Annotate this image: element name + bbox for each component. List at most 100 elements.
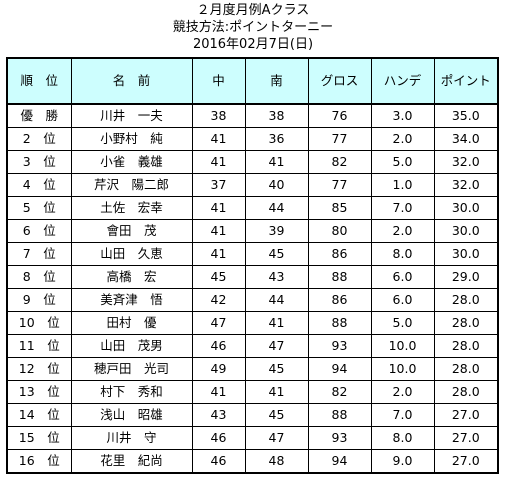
name-cell: 山田 茂男: [70, 334, 193, 358]
name-cell: 山田 久恵: [70, 242, 193, 266]
rank-cell: 8 位: [6, 265, 72, 289]
name-cell: 會田 茂: [70, 219, 193, 243]
table-row: 12 位穂戸田 光司 49 45 94 10.0 28.0: [6, 357, 499, 381]
points-cell: 28.0: [433, 380, 499, 404]
table-row: 8 位高橋 宏 45 43 88 6.0 29.0: [6, 265, 499, 289]
gross-score-cell: 93: [307, 426, 372, 450]
rank-cell: 5 位: [6, 196, 72, 220]
rank-cell: 7 位: [6, 242, 72, 266]
table-row: 13 位村下 秀和 41 41 82 2.0 28.0: [6, 380, 499, 404]
table-row: 11 位山田 茂男 46 47 93 10.0 28.0: [6, 334, 499, 358]
handicap-cell: 2.0: [370, 219, 435, 243]
column-header-naka: 中: [191, 57, 246, 105]
table-row: 15 位川井 守 46 47 93 8.0 27.0: [6, 426, 499, 450]
rank-cell: 2 位: [6, 127, 72, 151]
rank-cell: 12 位: [6, 357, 72, 381]
competition-method: 競技方法:ポイントターニー: [172, 20, 334, 35]
column-header-name: 名 前: [70, 57, 193, 105]
handicap-cell: 8.0: [370, 242, 435, 266]
table-row: 3 位小雀 義雄 41 41 82 5.0 32.0: [6, 150, 499, 174]
gross-score-cell: 76: [307, 103, 372, 128]
naka-score-cell: 46: [191, 426, 246, 450]
column-header-gross: グロス: [307, 57, 372, 105]
rank-cell: 16 位: [6, 449, 72, 474]
name-cell: 川井 守: [70, 426, 193, 450]
gross-score-cell: 88: [307, 265, 372, 289]
handicap-cell: 9.0: [370, 449, 435, 474]
table-row: 10 位田村 優 47 41 88 5.0 28.0: [6, 311, 499, 335]
naka-score-cell: 46: [191, 334, 246, 358]
points-cell: 30.0: [433, 242, 499, 266]
table-row: 7 位山田 久恵 41 45 86 8.0 30.0: [6, 242, 499, 266]
table-header-row: 順 位 名 前 中 南 グロス ハンデ ポイント: [6, 57, 499, 105]
naka-score-cell: 43: [191, 403, 246, 427]
table-row: 4 位芹沢 陽二郎 37 40 77 1.0 32.0: [6, 173, 499, 197]
name-cell: 小野村 純: [70, 127, 193, 151]
minami-score-cell: 47: [244, 334, 309, 358]
handicap-cell: 10.0: [370, 334, 435, 358]
page-title: ２月度月例Aクラス: [196, 3, 310, 18]
table-row: 14 位浅山 昭雄 43 45 88 7.0 27.0: [6, 403, 499, 427]
minami-score-cell: 41: [244, 150, 309, 174]
minami-score-cell: 36: [244, 127, 309, 151]
naka-score-cell: 41: [191, 150, 246, 174]
naka-score-cell: 45: [191, 265, 246, 289]
points-cell: 27.0: [433, 449, 499, 474]
rank-cell: 3 位: [6, 150, 72, 174]
naka-score-cell: 42: [191, 288, 246, 312]
minami-score-cell: 40: [244, 173, 309, 197]
handicap-cell: 5.0: [370, 150, 435, 174]
gross-score-cell: 86: [307, 288, 372, 312]
name-cell: 浅山 昭雄: [70, 403, 193, 427]
minami-score-cell: 38: [244, 103, 309, 128]
points-cell: 27.0: [433, 426, 499, 450]
rank-cell: 4 位: [6, 173, 72, 197]
handicap-cell: 7.0: [370, 403, 435, 427]
event-date: 2016年02月7日(日): [192, 37, 314, 52]
handicap-cell: 6.0: [370, 288, 435, 312]
name-cell: 穂戸田 光司: [70, 357, 193, 381]
column-header-rank: 順 位: [6, 57, 72, 105]
minami-score-cell: 45: [244, 357, 309, 381]
name-cell: 美斉津 悟: [70, 288, 193, 312]
naka-score-cell: 38: [191, 103, 246, 128]
results-table-body: 優 勝川井 一夫 38 38 76 3.0 35.0 2 位小野村 純 41 36 77 2.0 34…: [6, 103, 499, 474]
gross-score-cell: 82: [307, 380, 372, 404]
handicap-cell: 3.0: [370, 103, 435, 128]
column-header-points: ポイント: [433, 57, 499, 105]
document-header: ２月度月例Aクラス 競技方法:ポイントターニー 2016年02月7日(日): [0, 2, 506, 53]
gross-score-cell: 82: [307, 150, 372, 174]
points-cell: 32.0: [433, 150, 499, 174]
name-cell: 小雀 義雄: [70, 150, 193, 174]
points-cell: 28.0: [433, 288, 499, 312]
rank-cell: 6 位: [6, 219, 72, 243]
rank-cell: 優 勝: [6, 103, 72, 128]
minami-score-cell: 47: [244, 426, 309, 450]
rank-cell: 14 位: [6, 403, 72, 427]
points-cell: 27.0: [433, 403, 499, 427]
points-cell: 28.0: [433, 357, 499, 381]
minami-score-cell: 44: [244, 288, 309, 312]
naka-score-cell: 41: [191, 219, 246, 243]
handicap-cell: 8.0: [370, 426, 435, 450]
naka-score-cell: 41: [191, 242, 246, 266]
minami-score-cell: 41: [244, 380, 309, 404]
points-cell: 32.0: [433, 173, 499, 197]
handicap-cell: 2.0: [370, 380, 435, 404]
handicap-cell: 7.0: [370, 196, 435, 220]
points-cell: 29.0: [433, 265, 499, 289]
naka-score-cell: 41: [191, 127, 246, 151]
handicap-cell: 6.0: [370, 265, 435, 289]
table-row: 6 位會田 茂 41 39 80 2.0 30.0: [6, 219, 499, 243]
rank-cell: 13 位: [6, 380, 72, 404]
handicap-cell: 5.0: [370, 311, 435, 335]
naka-score-cell: 46: [191, 449, 246, 474]
minami-score-cell: 45: [244, 242, 309, 266]
gross-score-cell: 88: [307, 311, 372, 335]
name-cell: 村下 秀和: [70, 380, 193, 404]
rank-cell: 15 位: [6, 426, 72, 450]
points-cell: 28.0: [433, 334, 499, 358]
points-cell: 34.0: [433, 127, 499, 151]
gross-score-cell: 85: [307, 196, 372, 220]
handicap-cell: 1.0: [370, 173, 435, 197]
